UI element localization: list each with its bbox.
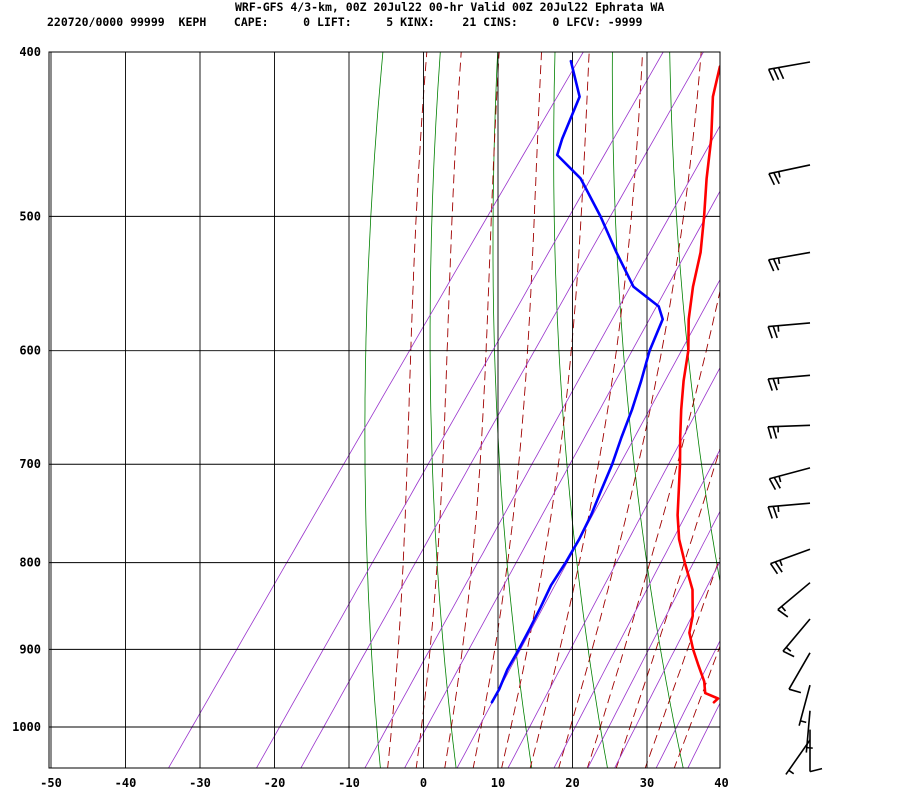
mixing-ratio-line bbox=[507, 366, 720, 768]
moist-adiabat-line bbox=[472, 52, 542, 768]
dry-adiabat-line bbox=[839, 14, 900, 770]
dry-adiabat-line bbox=[429, 52, 457, 768]
temperature-tick-label: 30 bbox=[640, 776, 654, 790]
dry-adiabat-line bbox=[553, 52, 608, 768]
reference-lines bbox=[168, 14, 900, 770]
dry-adiabat-line bbox=[782, 14, 900, 770]
mixing-ratio-line bbox=[655, 639, 720, 768]
wind-barb bbox=[768, 164, 811, 186]
moist-adiabat-line bbox=[558, 52, 702, 768]
wind-barb bbox=[788, 652, 811, 694]
pressure-tick-label: 500 bbox=[19, 209, 41, 223]
pressure-tick-label: 600 bbox=[19, 344, 41, 358]
moist-adiabat-line bbox=[415, 52, 462, 768]
chart-title: WRF-GFS 4/3-km, 00Z 20Jul22 00-hr Valid … bbox=[235, 0, 664, 14]
mixing-ratio-line bbox=[256, 52, 664, 768]
wind-barb bbox=[767, 322, 811, 339]
chart-subtitle: 220720/0000 99999 KEPH CAPE: 0 LIFT: 5 K… bbox=[47, 15, 643, 29]
temperature-tick-label: 0 bbox=[420, 776, 427, 790]
pressure-tick-label: 400 bbox=[19, 45, 41, 59]
wind-barb bbox=[767, 374, 811, 391]
moist-adiabat-line bbox=[615, 447, 720, 768]
wind-barb-column bbox=[767, 61, 823, 775]
mixing-ratio-line bbox=[553, 448, 720, 768]
moist-adiabat-line bbox=[644, 555, 720, 768]
wind-barb bbox=[785, 739, 811, 775]
moist-adiabat-line bbox=[529, 52, 643, 768]
dewpoint-trace bbox=[490, 59, 664, 704]
pressure-tick-label: 800 bbox=[19, 556, 41, 570]
temperature-trace bbox=[676, 65, 720, 704]
moist-adiabat-line bbox=[387, 52, 428, 768]
dry-adiabat-line bbox=[669, 52, 720, 584]
mixing-ratio-line bbox=[364, 124, 720, 768]
moist-adiabat-line bbox=[444, 52, 500, 768]
plot-frame bbox=[48, 51, 721, 769]
mixing-ratio-line bbox=[404, 190, 720, 768]
wind-barb bbox=[782, 618, 811, 658]
wind-barb bbox=[777, 582, 811, 618]
moist-adiabat-line bbox=[673, 644, 720, 768]
temperature-tick-label: -50 bbox=[40, 776, 62, 790]
dry-adiabat-line bbox=[364, 52, 384, 768]
temperature-tick-label: 10 bbox=[491, 776, 505, 790]
moist-adiabat-line bbox=[501, 52, 590, 768]
wind-barb bbox=[767, 502, 811, 519]
wind-barb bbox=[798, 684, 811, 726]
mixing-ratio-line bbox=[300, 52, 704, 768]
wind-barb bbox=[768, 467, 811, 490]
mixing-ratio-line bbox=[168, 52, 584, 768]
dry-adiabat-line bbox=[726, 14, 835, 770]
temperature-tick-label: 20 bbox=[565, 776, 579, 790]
pressure-tick-label: 1000 bbox=[12, 720, 41, 734]
moist-adiabat-line bbox=[586, 289, 720, 768]
pressure-tick-label: 900 bbox=[19, 642, 41, 656]
pressure-axis-labels: 400 500 600 700 800 900 1000 bbox=[12, 45, 41, 734]
temperature-tick-label: -10 bbox=[338, 776, 360, 790]
dry-adiabat-line bbox=[895, 14, 900, 770]
temperature-tick-label: -40 bbox=[115, 776, 137, 790]
dry-adiabat-line bbox=[611, 52, 684, 768]
temperature-tick-label: -30 bbox=[189, 776, 211, 790]
mixing-ratio-line bbox=[724, 14, 900, 770]
wind-barb bbox=[767, 61, 811, 81]
temperature-tick-label: 40 bbox=[714, 776, 728, 790]
wind-barb bbox=[767, 424, 811, 439]
pressure-tick-label: 700 bbox=[19, 457, 41, 471]
sounding-traces bbox=[490, 59, 720, 704]
wind-barb bbox=[809, 729, 823, 773]
wind-barb bbox=[769, 548, 811, 575]
grid-lines bbox=[49, 52, 720, 768]
mixing-ratio-line bbox=[614, 560, 720, 768]
temperature-axis-labels: -50 -40 -30 -20 -10 0 10 20 30 40 bbox=[40, 776, 729, 790]
mixing-ratio-line bbox=[587, 510, 720, 768]
temperature-tick-label: -20 bbox=[264, 776, 286, 790]
wind-barb bbox=[767, 251, 811, 272]
